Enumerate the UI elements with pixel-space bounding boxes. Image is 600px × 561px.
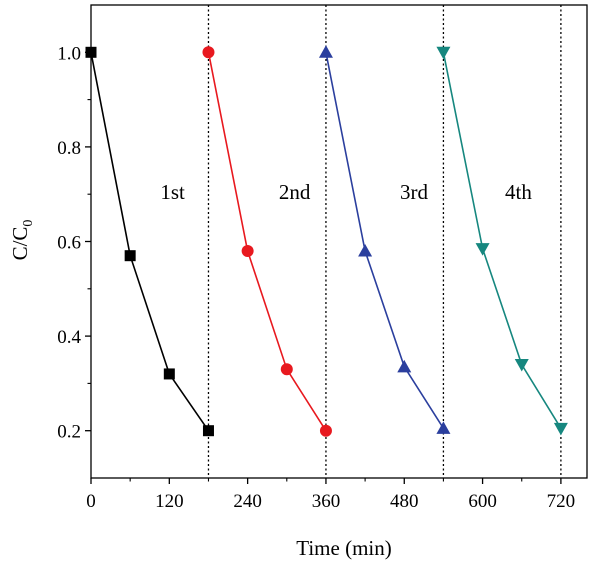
y-tick-label-0.8: 0.8 <box>57 138 81 159</box>
y-tick-label-0.4: 0.4 <box>57 327 81 348</box>
y-axis-title-main: C/C <box>8 227 32 261</box>
data-point-4th-2 <box>475 243 490 256</box>
data-point-1st-2 <box>124 250 136 262</box>
x-tick-label-0: 0 <box>86 491 96 512</box>
y-axis-title: C/C0 <box>8 220 36 261</box>
plot-area: 1st 2nd 3rd 4th <box>85 5 568 478</box>
x-tick-label-240: 240 <box>233 491 262 512</box>
y-tick-label-1.0: 1.0 <box>57 43 81 64</box>
series-line-4th <box>442 52 562 429</box>
data-point-4th-3 <box>514 358 529 372</box>
y-tick-label-0.2: 0.2 <box>57 422 81 443</box>
y-tick-label-0.6: 0.6 <box>57 233 81 254</box>
data-point-2nd-3 <box>280 363 293 376</box>
series-line-1st <box>90 52 210 432</box>
cycle-label-2nd: 2nd <box>279 180 311 204</box>
data-point-1st-3 <box>163 368 175 380</box>
x-axis-title: Time (min) <box>296 536 391 560</box>
data-point-3rd-2 <box>358 243 373 257</box>
series-line-2nd <box>207 52 327 432</box>
data-point-4th-4 <box>553 422 568 436</box>
data-point-3rd-1 <box>318 45 333 58</box>
data-point-1st-4 <box>202 425 214 437</box>
y-axis-title-subscript: 0 <box>21 220 36 227</box>
data-point-2nd-2 <box>241 244 254 257</box>
x-tick-label-480: 480 <box>390 491 419 512</box>
x-tick-label-360: 360 <box>312 491 341 512</box>
data-point-2nd-1 <box>202 46 215 59</box>
x-tick-label-600: 600 <box>468 491 497 512</box>
x-tick-label-720: 720 <box>547 491 576 512</box>
cycle-label-3rd: 3rd <box>400 180 428 204</box>
data-point-3rd-3 <box>397 359 412 373</box>
data-point-4th-1 <box>436 46 451 60</box>
cycle-label-1st: 1st <box>160 180 185 204</box>
plot-frame <box>90 4 588 479</box>
axes: 0 120 240 360 480 600 720 0.2 0.4 0.6 0.8 1.0 <box>57 4 588 512</box>
series-line-3rd <box>325 52 445 429</box>
x-tick-label-120: 120 <box>155 491 184 512</box>
cycle-label-4th: 4th <box>505 180 532 204</box>
data-point-3rd-4 <box>436 421 451 434</box>
data-point-2nd-4 <box>319 424 332 437</box>
